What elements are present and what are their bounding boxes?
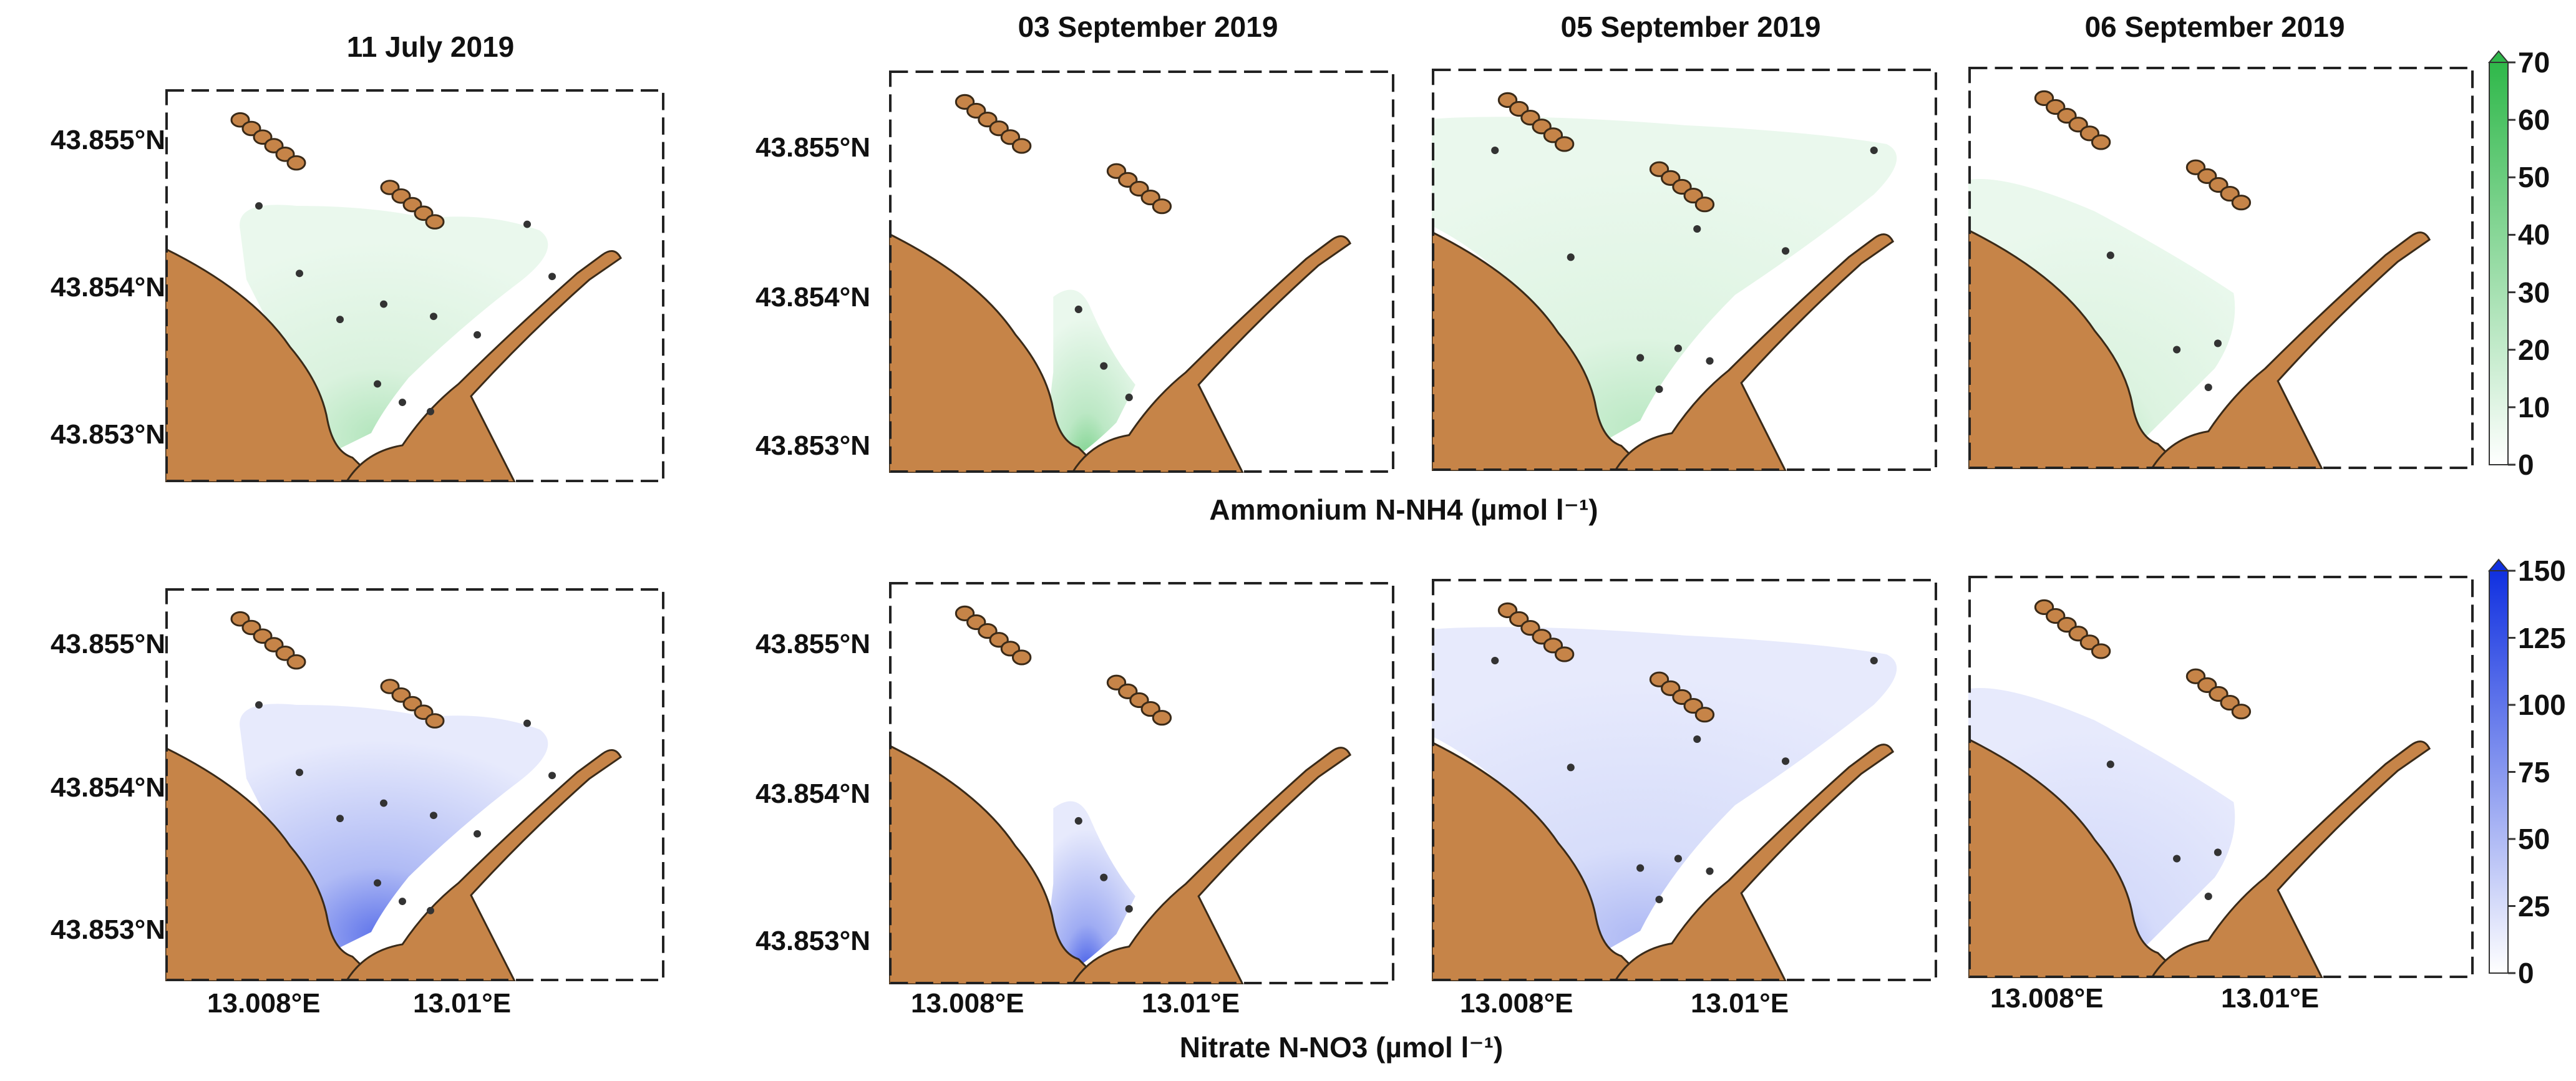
lon-label: 13.008°E: [911, 988, 1024, 1019]
lat-label: 43.855°N: [756, 132, 870, 163]
map-panel: [1968, 67, 2474, 469]
lat-label: 43.855°N: [51, 125, 165, 155]
colorbar-tick-label: 75: [2518, 755, 2550, 788]
title-03-sep: 03 September 2019: [1018, 11, 1278, 43]
map-panel: [165, 588, 664, 981]
lat-label: 43.854°N: [51, 272, 165, 303]
title-05-sep: 05 September 2019: [1560, 11, 1821, 43]
lon-label: 13.008°E: [1990, 983, 2104, 1014]
colorbar-tick-label: 150: [2518, 555, 2566, 587]
colorbar-tick-label: 50: [2518, 823, 2550, 855]
colorbar-tick-label: 125: [2518, 621, 2566, 654]
ammonium-label: Ammonium N-NH4 (µmol l⁻¹): [1209, 493, 1598, 526]
colorbar-tick-label: 0: [2518, 957, 2534, 989]
colorbar-tick-label: 25: [2518, 890, 2550, 923]
title-06-sep: 06 September 2019: [2084, 11, 2345, 43]
lon-label: 13.01°E: [1142, 988, 1240, 1019]
lat-label: 43.854°N: [756, 778, 870, 809]
map-panel: [1432, 69, 1937, 471]
title-11-july: 11 July 2019: [346, 31, 515, 63]
colorbar-tick-label: 100: [2518, 689, 2566, 721]
lat-label: 43.853°N: [756, 430, 870, 461]
map-panel: [889, 70, 1394, 473]
colorbar-tick-label: 20: [2518, 333, 2550, 366]
map-panel: [1432, 579, 1937, 981]
lat-label: 43.855°N: [51, 629, 165, 659]
colorbar-tick-label: 30: [2518, 276, 2550, 309]
map-panel: [889, 582, 1394, 984]
colorbar-tick-label: 60: [2518, 104, 2550, 137]
lat-label: 43.854°N: [51, 772, 165, 803]
colorbar-tick-label: 50: [2518, 161, 2550, 194]
colorbar-tick-label: 10: [2518, 390, 2550, 424]
lon-label: 13.008°E: [207, 988, 321, 1019]
lat-label: 43.853°N: [51, 419, 165, 450]
lat-label: 43.853°N: [756, 926, 870, 956]
lon-label: 13.01°E: [2221, 983, 2320, 1014]
colorbar-gradient: [2489, 62, 2509, 465]
map-panel: [165, 89, 664, 482]
lat-label: 43.853°N: [51, 914, 165, 945]
lon-label: 13.008°E: [1460, 988, 1573, 1019]
lon-label: 13.01°E: [413, 988, 512, 1019]
lat-label: 43.855°N: [756, 629, 870, 659]
colorbar-tick-label: 40: [2518, 218, 2550, 251]
colorbar-gradient: [2489, 570, 2509, 974]
nitrate-label: Nitrate N-NO3 (µmol l⁻¹): [1179, 1031, 1504, 1064]
map-panel: [1968, 576, 2474, 978]
colorbar-tick-label: 70: [2518, 46, 2550, 79]
colorbar-tick-label: 0: [2518, 448, 2534, 481]
lon-label: 13.01°E: [1691, 988, 1789, 1019]
lat-label: 43.854°N: [756, 282, 870, 313]
